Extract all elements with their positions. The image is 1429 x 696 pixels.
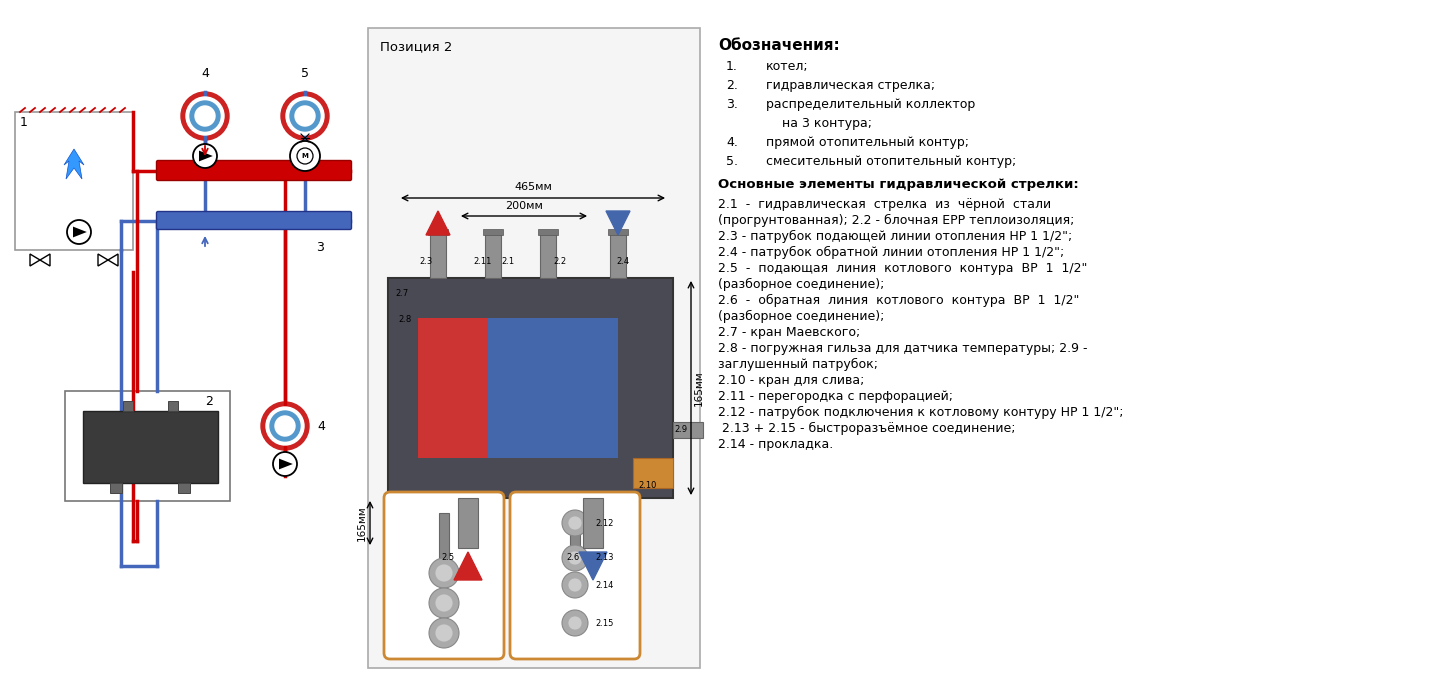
Text: смесительный отопительный контур;: смесительный отопительный контур; — [766, 155, 1016, 168]
FancyBboxPatch shape — [83, 411, 219, 483]
Text: 2.6: 2.6 — [566, 553, 580, 562]
Ellipse shape — [266, 407, 304, 445]
Polygon shape — [579, 552, 607, 580]
FancyBboxPatch shape — [583, 498, 603, 548]
FancyBboxPatch shape — [459, 498, 477, 548]
Text: 2.7: 2.7 — [396, 289, 409, 297]
FancyBboxPatch shape — [510, 492, 640, 659]
Circle shape — [429, 618, 459, 648]
Text: 4: 4 — [201, 67, 209, 80]
Text: 2.14 - прокладка.: 2.14 - прокладка. — [717, 438, 833, 451]
FancyBboxPatch shape — [610, 233, 626, 278]
FancyBboxPatch shape — [110, 483, 121, 493]
Circle shape — [562, 572, 587, 598]
Text: 2: 2 — [204, 395, 213, 408]
FancyBboxPatch shape — [157, 161, 352, 180]
FancyBboxPatch shape — [14, 112, 133, 250]
Text: котел;: котел; — [766, 60, 809, 73]
Polygon shape — [30, 254, 40, 266]
Text: 200мм: 200мм — [504, 201, 543, 211]
FancyBboxPatch shape — [673, 422, 703, 438]
Text: Обозначения:: Обозначения: — [717, 38, 840, 53]
Ellipse shape — [290, 101, 320, 131]
Text: 2.5  -  подающая  линия  котлового  контура  ВР  1  1/2": 2.5 - подающая линия котлового контура В… — [717, 262, 1087, 275]
Text: 2.6  -  обратная  линия  котлового  контура  ВР  1  1/2": 2.6 - обратная линия котлового контура В… — [717, 294, 1079, 307]
Ellipse shape — [294, 106, 314, 126]
Circle shape — [434, 564, 453, 582]
Text: 2.10 - кран для слива;: 2.10 - кран для слива; — [717, 374, 865, 387]
Text: 2.7 - кран Маевского;: 2.7 - кран Маевского; — [717, 326, 860, 339]
FancyBboxPatch shape — [633, 458, 673, 488]
FancyBboxPatch shape — [607, 229, 627, 235]
Text: 2.15: 2.15 — [594, 619, 613, 628]
FancyBboxPatch shape — [429, 229, 449, 235]
Text: 465мм: 465мм — [514, 182, 552, 192]
Text: 4: 4 — [317, 420, 324, 432]
Text: 5.: 5. — [726, 155, 737, 168]
Polygon shape — [40, 254, 50, 266]
Text: 1: 1 — [20, 116, 29, 129]
Text: Позиция 2: Позиция 2 — [380, 40, 453, 53]
FancyBboxPatch shape — [419, 318, 527, 458]
FancyBboxPatch shape — [384, 492, 504, 659]
Circle shape — [567, 516, 582, 530]
Text: 2.8 - погружная гильза для датчика температуры; 2.9 -: 2.8 - погружная гильза для датчика темпе… — [717, 342, 1087, 355]
Text: 3.: 3. — [726, 98, 737, 111]
Text: 2.12 - патрубок подключения к котловому контуру НР 1 1/2";: 2.12 - патрубок подключения к котловому … — [717, 406, 1123, 419]
FancyBboxPatch shape — [64, 391, 230, 501]
Text: 2.4: 2.4 — [616, 258, 630, 267]
Polygon shape — [606, 211, 630, 235]
Circle shape — [193, 144, 217, 168]
Text: 4.: 4. — [726, 136, 737, 149]
FancyBboxPatch shape — [487, 318, 617, 458]
FancyBboxPatch shape — [157, 212, 352, 230]
Circle shape — [67, 220, 91, 244]
Text: (разборное соединение);: (разборное соединение); — [717, 310, 885, 323]
Text: 2.9: 2.9 — [674, 425, 687, 434]
Ellipse shape — [282, 92, 329, 140]
Text: 2.11: 2.11 — [474, 258, 492, 267]
Text: 165мм: 165мм — [357, 505, 367, 541]
Text: (разборное соединение);: (разборное соединение); — [717, 278, 885, 291]
Circle shape — [567, 551, 582, 565]
Text: 2.13 + 2.15 - быстроразъёмное соединение;: 2.13 + 2.15 - быстроразъёмное соединение… — [717, 422, 1016, 435]
FancyBboxPatch shape — [537, 229, 557, 235]
Ellipse shape — [274, 416, 294, 436]
Text: 2.13: 2.13 — [594, 553, 613, 562]
Text: 165мм: 165мм — [694, 370, 704, 406]
Polygon shape — [454, 552, 482, 580]
Text: заглушенный патрубок;: заглушенный патрубок; — [717, 358, 877, 371]
Text: 2.1: 2.1 — [502, 258, 514, 267]
FancyBboxPatch shape — [570, 513, 580, 553]
FancyBboxPatch shape — [179, 483, 190, 493]
Text: 2.10: 2.10 — [639, 482, 657, 491]
FancyBboxPatch shape — [389, 278, 673, 498]
Polygon shape — [99, 254, 109, 266]
Text: (прогрунтованная); 2.2 - блочная ЕРР теплоизоляция;: (прогрунтованная); 2.2 - блочная ЕРР теп… — [717, 214, 1075, 227]
Text: M: M — [302, 153, 309, 159]
Text: 2.: 2. — [726, 79, 737, 92]
Circle shape — [434, 624, 453, 642]
Text: 2.1  -  гидравлическая  стрелка  из  чёрной  стали: 2.1 - гидравлическая стрелка из чёрной с… — [717, 198, 1052, 211]
Text: 3: 3 — [316, 241, 324, 254]
Ellipse shape — [286, 97, 324, 135]
Circle shape — [562, 545, 587, 571]
Text: гидравлическая стрелка;: гидравлическая стрелка; — [766, 79, 935, 92]
Ellipse shape — [270, 411, 300, 441]
Ellipse shape — [262, 402, 309, 450]
Text: 2.4 - патрубок обратной линии отопления НР 1 1/2";: 2.4 - патрубок обратной линии отопления … — [717, 246, 1065, 259]
FancyBboxPatch shape — [369, 28, 700, 668]
Circle shape — [273, 452, 297, 476]
Circle shape — [297, 148, 313, 164]
Text: 2.3 - патрубок подающей линии отопления НР 1 1/2";: 2.3 - патрубок подающей линии отопления … — [717, 230, 1072, 243]
Polygon shape — [279, 459, 293, 469]
Text: прямой отопительный контур;: прямой отопительный контур; — [766, 136, 969, 149]
Text: 5: 5 — [302, 67, 309, 80]
Polygon shape — [64, 149, 84, 179]
Circle shape — [562, 610, 587, 636]
Text: 2.11 - перегородка с перфорацией;: 2.11 - перегородка с перфорацией; — [717, 390, 953, 403]
FancyBboxPatch shape — [169, 401, 179, 411]
Circle shape — [290, 141, 320, 171]
Text: 1.: 1. — [726, 60, 737, 73]
